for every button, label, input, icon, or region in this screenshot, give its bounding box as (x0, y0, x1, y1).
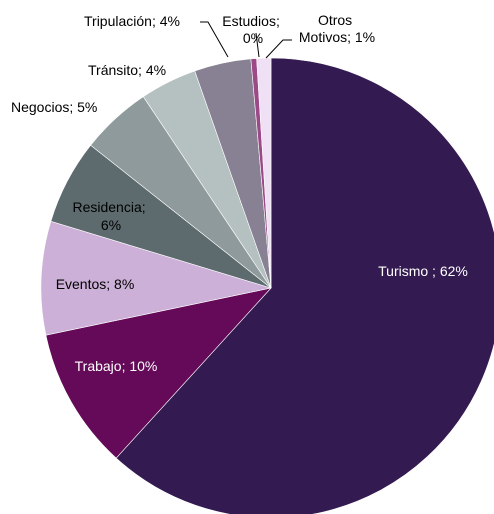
label-estudios-line1: Estudios; (222, 13, 280, 29)
label-otros-motivos: Otros Motivos; 1% (299, 12, 375, 45)
label-residencia: Residencia; 6% (72, 199, 149, 233)
label-tripulacion: Tripulación; 4% (84, 13, 180, 29)
label-turismo: Turismo ; 62% (378, 263, 468, 279)
leader-line-estudios (255, 32, 260, 58)
label-residencia-pct: 6% (101, 217, 121, 233)
label-otros-line1: Otros (318, 12, 352, 28)
label-residencia-line1: Residencia (72, 199, 141, 215)
label-transito: Tránsito; 4% (88, 62, 166, 78)
label-residencia-sep: ; (142, 199, 146, 215)
leader-line-otros (265, 39, 292, 59)
pie-slice-trabajo (45, 287, 272, 459)
leader-lines (200, 21, 292, 59)
pie-slice-eventos (40, 220, 272, 336)
pie-slice-otros-motivos (256, 57, 272, 289)
slice-labels: Turismo ; 62% Trabajo; 10% Eventos; 8% R… (11, 12, 468, 374)
label-estudios-line2: 0% (243, 30, 263, 46)
label-negocios: Negocios; 5% (11, 99, 97, 115)
label-trabajo: Trabajo; 10% (75, 358, 158, 374)
label-estudios: Estudios; 0% (222, 13, 283, 46)
pie-slice-turismo (115, 57, 494, 514)
label-eventos: Eventos; 8% (56, 276, 135, 292)
pie-slices (40, 57, 494, 514)
leader-line-tripulacion (200, 21, 229, 58)
label-otros-line2: Motivos; 1% (299, 29, 375, 45)
